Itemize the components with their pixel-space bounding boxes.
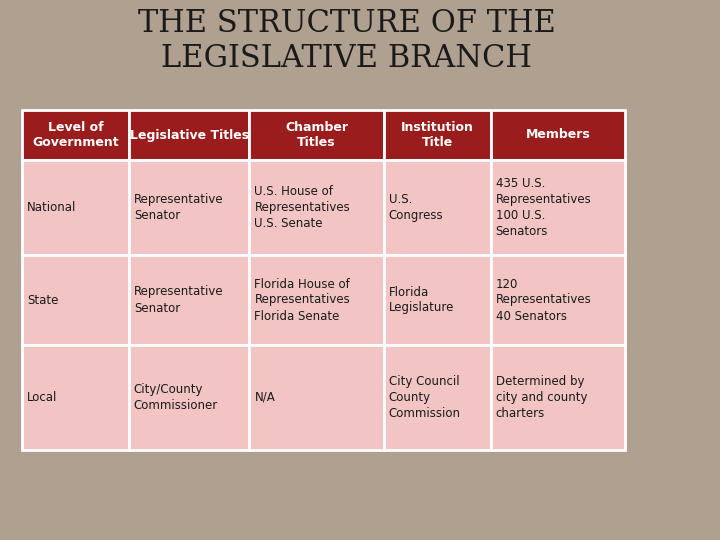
Text: N/A: N/A	[254, 391, 275, 404]
FancyBboxPatch shape	[249, 345, 384, 450]
Text: 435 U.S.
Representatives
100 U.S.
Senators: 435 U.S. Representatives 100 U.S. Senato…	[495, 177, 591, 238]
FancyBboxPatch shape	[384, 345, 490, 450]
FancyBboxPatch shape	[129, 160, 249, 255]
FancyBboxPatch shape	[249, 110, 384, 160]
Text: Level of
Government: Level of Government	[32, 121, 119, 149]
Text: Representative
Senator: Representative Senator	[134, 286, 223, 314]
FancyBboxPatch shape	[490, 255, 625, 345]
FancyBboxPatch shape	[384, 255, 490, 345]
Text: Chamber
Titles: Chamber Titles	[285, 121, 348, 149]
Text: City Council
County
Commission: City Council County Commission	[389, 375, 461, 420]
Text: Institution
Title: Institution Title	[401, 121, 474, 149]
Text: U.S. House of
Representatives
U.S. Senate: U.S. House of Representatives U.S. Senat…	[254, 185, 350, 230]
Text: Representative
Senator: Representative Senator	[134, 193, 223, 222]
Text: State: State	[27, 294, 58, 307]
Text: National: National	[27, 201, 76, 214]
Text: Local: Local	[27, 391, 58, 404]
FancyBboxPatch shape	[249, 255, 384, 345]
Text: Legislative Titles: Legislative Titles	[130, 129, 248, 141]
FancyBboxPatch shape	[490, 110, 625, 160]
Text: City/County
Commissioner: City/County Commissioner	[134, 383, 218, 412]
Text: THE STRUCTURE OF THE
LEGISLATIVE BRANCH: THE STRUCTURE OF THE LEGISLATIVE BRANCH	[138, 8, 555, 73]
FancyBboxPatch shape	[384, 110, 490, 160]
FancyBboxPatch shape	[129, 345, 249, 450]
Text: Florida House of
Representatives
Florida Senate: Florida House of Representatives Florida…	[254, 278, 350, 322]
Text: Florida
Legislature: Florida Legislature	[389, 286, 454, 314]
Text: U.S.
Congress: U.S. Congress	[389, 193, 444, 222]
FancyBboxPatch shape	[129, 110, 249, 160]
FancyBboxPatch shape	[129, 255, 249, 345]
FancyBboxPatch shape	[22, 255, 129, 345]
Text: Determined by
city and county
charters: Determined by city and county charters	[495, 375, 587, 420]
FancyBboxPatch shape	[490, 160, 625, 255]
FancyBboxPatch shape	[22, 345, 129, 450]
Text: Members: Members	[526, 129, 590, 141]
FancyBboxPatch shape	[249, 160, 384, 255]
FancyBboxPatch shape	[490, 345, 625, 450]
FancyBboxPatch shape	[22, 160, 129, 255]
Text: 120
Representatives
40 Senators: 120 Representatives 40 Senators	[495, 278, 591, 322]
FancyBboxPatch shape	[384, 160, 490, 255]
FancyBboxPatch shape	[22, 110, 129, 160]
